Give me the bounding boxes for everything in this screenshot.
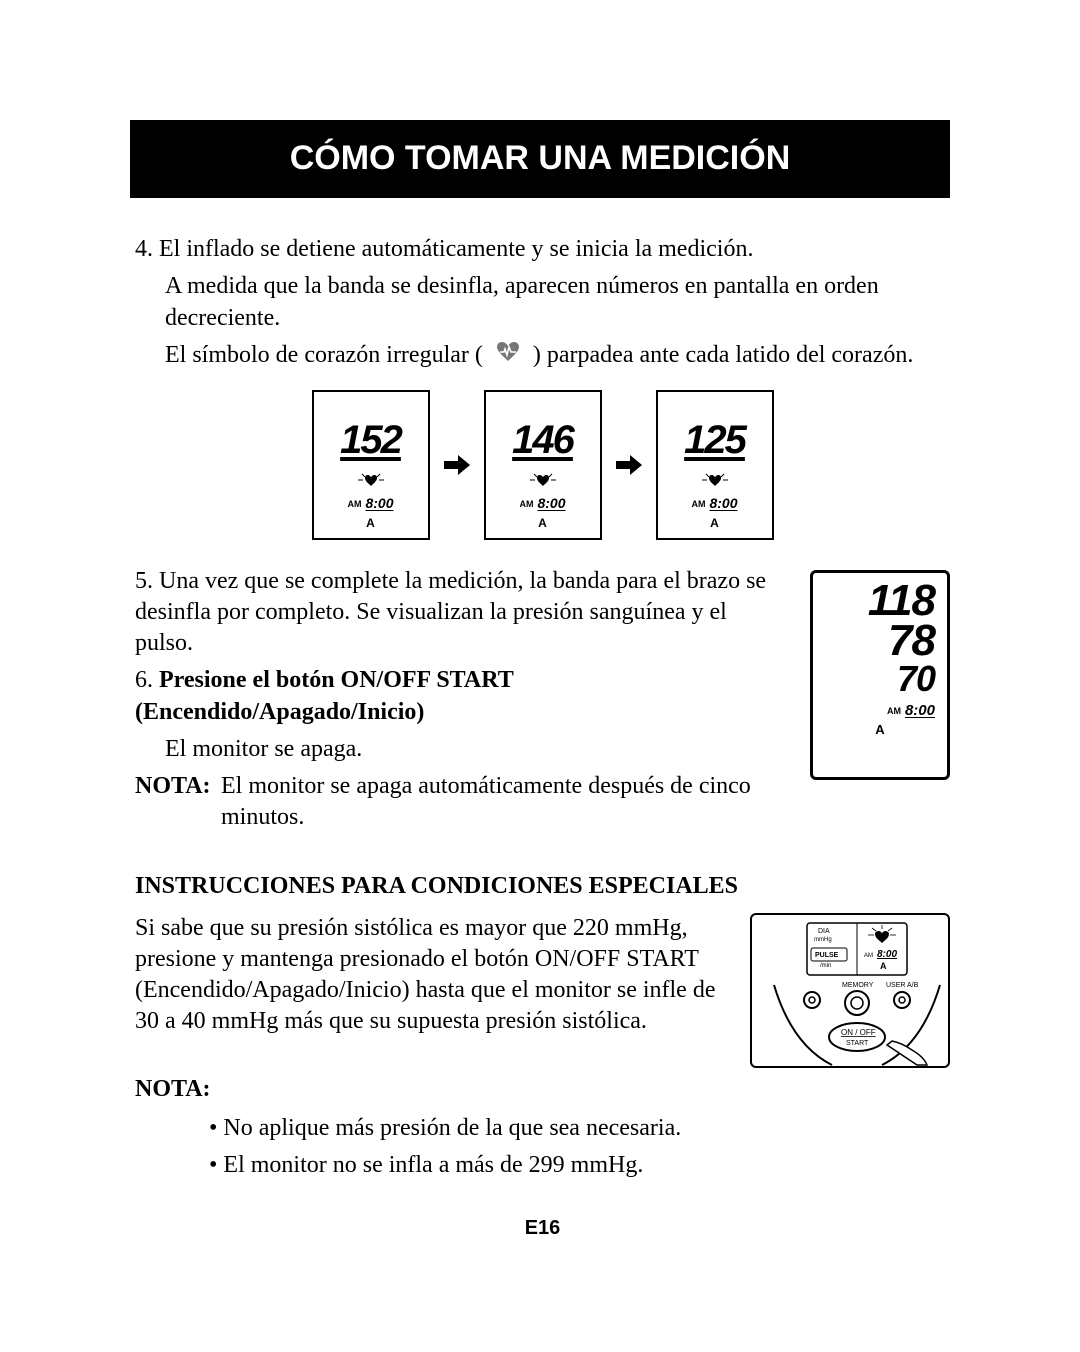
dev-userab: USER A/B	[886, 982, 919, 989]
note-2: El monitor no se infla a más de 299 mmHg…	[209, 1150, 950, 1181]
step6-num: 6.	[135, 667, 153, 693]
mini-user-1: A	[314, 516, 428, 532]
dev-user: A	[880, 961, 887, 971]
mini-user-2: A	[486, 516, 600, 532]
special-text: Si sabe que su presión sistólica es mayo…	[135, 913, 726, 1038]
page-title-bar: CÓMO TOMAR UNA MEDICIÓN	[130, 120, 950, 198]
dev-start: START	[846, 1040, 869, 1047]
step6-bold: Presione el botón ON/OFF START (Encendid…	[135, 667, 513, 724]
mini-time-1: AM8:00	[314, 494, 428, 512]
nota1-label: NOTA:	[135, 771, 221, 833]
mini-time-3: AM8:00	[658, 494, 772, 512]
step4-p1: El inflado se detiene automáticamente y …	[159, 236, 753, 262]
dev-min: /min	[820, 963, 831, 969]
heart-irregular-icon	[495, 341, 521, 372]
step4-p3a: El símbolo de corazón irregular (	[165, 342, 483, 368]
mini-display-1: 152 AM8:00 A	[312, 390, 430, 540]
step4-p3: El símbolo de corazón irregular ( ) parp…	[165, 340, 950, 372]
device-illustration: DIA mmHg PULSE /min AM 8:00 A	[750, 913, 950, 1068]
result-time: AM8:00	[813, 701, 947, 721]
dev-am: AM	[864, 953, 873, 959]
dev-memory: MEMORY	[842, 982, 874, 989]
step-5: 5. Una vez que se complete la medición, …	[135, 566, 790, 660]
mini-value-2: 146	[486, 414, 600, 466]
nota2-label: NOTA:	[135, 1074, 950, 1105]
nota-1: NOTA: El monitor se apaga automáticament…	[135, 771, 790, 833]
special-block: Si sabe que su presión sistólica es mayo…	[135, 913, 950, 1068]
mini-value-3: 125	[658, 414, 772, 466]
arrow-icon-2	[616, 453, 642, 477]
page-number: E16	[135, 1215, 950, 1241]
dev-onoff: ON / OFF	[841, 1028, 876, 1037]
step4-p3b: ) parpadea ante cada latido del corazón.	[533, 342, 913, 368]
dev-mmhg: mmHg	[814, 937, 832, 943]
result-user: A	[813, 722, 947, 739]
mini-display-3: 125 AM8:00 A	[656, 390, 774, 540]
deflation-displays: 152 AM8:00 A 146 AM8:00 A 125 AM8:0	[135, 390, 950, 540]
mini-display-2: 146 AM8:00 A	[484, 390, 602, 540]
step5-text: Una vez que se complete la medición, la …	[135, 568, 766, 656]
steps-5-6-block: 5. Una vez que se complete la medición, …	[135, 566, 950, 834]
notes-list: No aplique más presión de la que sea nec…	[209, 1113, 950, 1181]
dev-time: 8:00	[877, 949, 897, 960]
mini-value-1: 152	[314, 414, 428, 466]
body-content: 4. El inflado se detiene automáticamente…	[135, 234, 950, 1241]
result-dia: 78	[813, 619, 947, 663]
step6-after: El monitor se apaga.	[165, 734, 790, 765]
result-display: 118 78 70 AM8:00 A	[810, 570, 950, 780]
step5-num: 5.	[135, 568, 153, 594]
step-6: 6. Presione el botón ON/OFF START (Encen…	[135, 665, 790, 727]
step-4: 4. El inflado se detiene automáticamente…	[135, 234, 950, 372]
note-1: No aplique más presión de la que sea nec…	[209, 1113, 950, 1144]
special-heading: INSTRUCCIONES PARA CONDICIONES ESPECIALE…	[135, 871, 950, 902]
nota1-text: El monitor se apaga automáticamente desp…	[221, 771, 790, 833]
step4-p2: A medida que la banda se desinfla, apare…	[165, 271, 950, 333]
dev-pulse: PULSE	[815, 952, 839, 959]
arrow-icon-1	[444, 453, 470, 477]
step4-num: 4.	[135, 236, 153, 262]
mini-time-2: AM8:00	[486, 494, 600, 512]
dev-dia: DIA	[818, 928, 830, 935]
mini-user-3: A	[658, 516, 772, 532]
result-pulse: 70	[813, 661, 947, 697]
